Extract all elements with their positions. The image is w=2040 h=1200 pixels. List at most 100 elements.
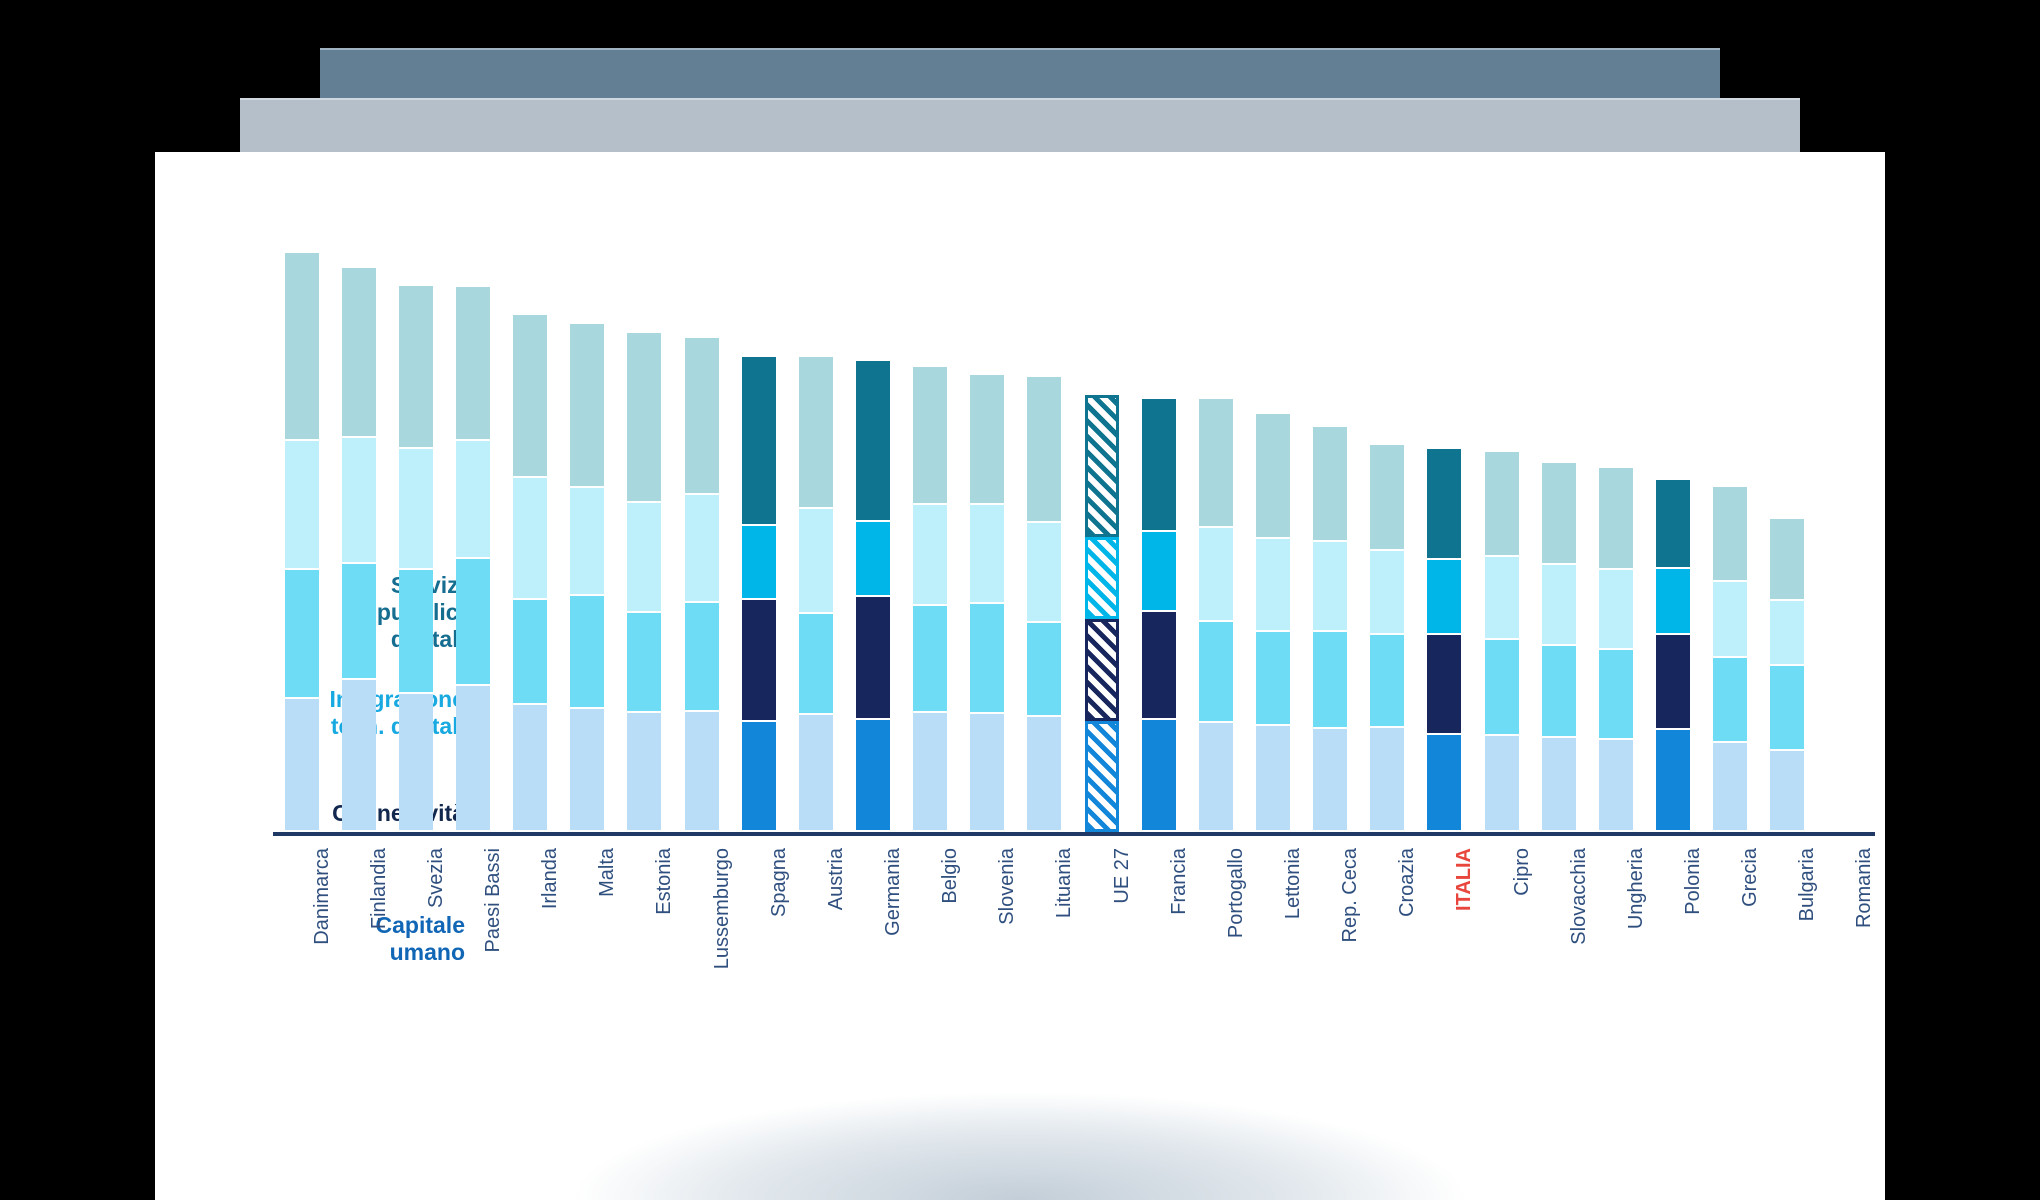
segment-connettivita xyxy=(1827,828,1862,830)
segment-servizi xyxy=(1598,468,1633,570)
segment-capitale xyxy=(741,722,776,832)
segment-capitale xyxy=(570,708,605,832)
segment-servizi xyxy=(1256,413,1290,539)
segment-integrazione xyxy=(1313,542,1348,632)
bar-cipro[interactable] xyxy=(1484,452,1519,832)
bar-belgio[interactable] xyxy=(913,367,948,832)
segment-capitale xyxy=(1713,743,1748,832)
bar-irlanda[interactable] xyxy=(513,314,548,832)
bar-danimarca[interactable] xyxy=(284,252,319,832)
segment-integrazione xyxy=(1770,600,1805,666)
segment-servizi xyxy=(684,337,719,496)
segment-servizi xyxy=(1827,824,1862,826)
segment-capitale xyxy=(1770,750,1805,832)
segment-integrazione xyxy=(1198,528,1233,623)
segment-connettivita xyxy=(284,569,319,700)
segment-connettivita xyxy=(627,613,662,714)
segment-connettivita xyxy=(741,599,776,723)
segment-servizi xyxy=(570,323,605,489)
segment-servizi xyxy=(1713,486,1748,583)
bar-portogallo[interactable] xyxy=(1198,398,1233,832)
bar-slovacchia[interactable] xyxy=(1541,462,1576,832)
segment-integrazione xyxy=(856,522,890,598)
segment-servizi xyxy=(856,360,890,523)
bar-svezia[interactable] xyxy=(398,285,433,832)
segment-servizi xyxy=(284,252,319,442)
segment-capitale xyxy=(1313,729,1348,832)
bar-romania[interactable] xyxy=(1827,824,1862,832)
segment-servizi xyxy=(970,375,1005,506)
segment-integrazione xyxy=(741,525,776,600)
segment-connettivita xyxy=(570,595,605,709)
bar-polonia[interactable] xyxy=(1656,480,1690,832)
bar-ue-27[interactable] xyxy=(1084,395,1119,832)
bar-lussemburgo[interactable] xyxy=(684,337,719,832)
plot-area xyxy=(273,212,1873,832)
segment-integrazione xyxy=(1713,582,1748,659)
segment-connettivita xyxy=(1541,646,1576,739)
segment-connettivita xyxy=(913,606,948,714)
segment-connettivita xyxy=(1313,631,1348,730)
segment-integrazione xyxy=(1656,568,1690,635)
segment-integrazione xyxy=(456,441,490,560)
bar-bulgaria[interactable] xyxy=(1770,519,1805,832)
segment-capitale xyxy=(1598,739,1633,832)
segment-connettivita xyxy=(684,602,719,712)
segment-capitale xyxy=(1541,738,1576,832)
bar-lettonia[interactable] xyxy=(1256,413,1290,832)
segment-integrazione xyxy=(1541,564,1576,647)
bar-croazia[interactable] xyxy=(1370,444,1405,832)
bar-germania[interactable] xyxy=(856,360,890,832)
bar-grecia[interactable] xyxy=(1713,486,1748,832)
segment-integrazione xyxy=(1598,569,1633,650)
bar-ungheria[interactable] xyxy=(1598,468,1633,832)
segment-integrazione xyxy=(970,505,1005,604)
bar-estonia[interactable] xyxy=(627,332,662,832)
segment-servizi xyxy=(1198,398,1233,529)
segment-capitale xyxy=(1427,734,1462,832)
segment-connettivita xyxy=(1370,634,1405,728)
segment-servizi xyxy=(398,285,433,450)
segment-servizi xyxy=(1427,448,1462,561)
bar-italia[interactable] xyxy=(1427,448,1462,832)
segment-integrazione xyxy=(284,441,319,570)
bar-austria[interactable] xyxy=(798,357,833,832)
segment-capitale xyxy=(1198,723,1233,832)
x-axis-line xyxy=(273,832,1875,836)
segment-connettivita xyxy=(1141,612,1176,721)
segment-connettivita xyxy=(798,614,833,716)
segment-servizi xyxy=(456,287,490,442)
segment-connettivita xyxy=(856,597,890,721)
segment-servizi xyxy=(1770,519,1805,601)
segment-connettivita xyxy=(1198,622,1233,724)
segment-integrazione xyxy=(570,488,605,596)
segment-capitale xyxy=(1084,721,1119,832)
bar-finlandia[interactable] xyxy=(341,267,376,832)
bar-spagna[interactable] xyxy=(741,357,776,832)
segment-capitale xyxy=(856,720,890,832)
bar-francia[interactable] xyxy=(1141,398,1176,832)
x-axis-tick-labels: Danimarca Finlandia Svezia Paesi Bassi Irlan… xyxy=(310,848,1876,970)
segment-capitale xyxy=(513,705,548,832)
bar-rep-ceca[interactable] xyxy=(1313,427,1348,832)
segment-servizi xyxy=(1313,427,1348,543)
bar-lituania[interactable] xyxy=(1027,376,1062,832)
segment-integrazione xyxy=(1256,538,1290,632)
segment-connettivita xyxy=(1656,634,1690,731)
segment-capitale xyxy=(456,685,490,832)
bars-container xyxy=(273,212,1873,832)
bar-malta[interactable] xyxy=(570,323,605,832)
segment-servizi xyxy=(1370,444,1405,552)
bar-paesi-bassi[interactable] xyxy=(456,287,490,832)
legend-item-capitale: Capitale umano xyxy=(375,912,465,966)
segment-capitale xyxy=(1484,736,1519,832)
segment-integrazione xyxy=(913,505,948,607)
segment-integrazione xyxy=(1141,531,1176,613)
segment-servizi xyxy=(341,267,376,438)
segment-connettivita xyxy=(1713,658,1748,744)
segment-capitale xyxy=(913,713,948,832)
segment-connettivita xyxy=(398,569,433,694)
bar-slovenia[interactable] xyxy=(970,375,1005,832)
segment-servizi xyxy=(1084,395,1119,538)
segment-connettivita xyxy=(341,563,376,680)
